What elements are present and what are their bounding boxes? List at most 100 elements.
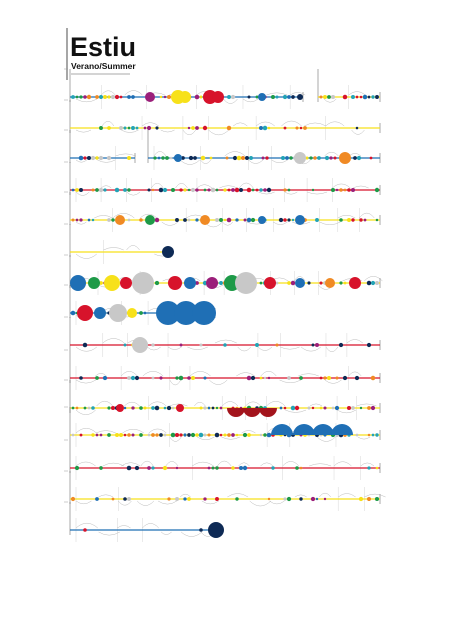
arc bbox=[75, 461, 96, 467]
dot bbox=[339, 281, 343, 285]
dot bbox=[245, 156, 249, 160]
dot bbox=[287, 95, 291, 99]
dot bbox=[147, 188, 151, 192]
dot bbox=[309, 156, 313, 160]
dot bbox=[143, 126, 147, 130]
dot bbox=[215, 466, 219, 470]
dot bbox=[151, 376, 155, 380]
dot bbox=[223, 218, 227, 222]
dot bbox=[227, 95, 231, 99]
dot bbox=[95, 376, 99, 380]
dot bbox=[355, 126, 359, 130]
dot bbox=[194, 94, 200, 100]
dot bbox=[83, 406, 87, 410]
dot bbox=[283, 188, 287, 192]
dot bbox=[87, 218, 91, 222]
arc bbox=[364, 493, 386, 498]
arc bbox=[75, 98, 98, 103]
arc bbox=[333, 461, 352, 467]
big-dot bbox=[174, 301, 198, 325]
arc bbox=[148, 428, 167, 434]
dot bbox=[247, 95, 251, 99]
arc bbox=[75, 129, 92, 133]
dot bbox=[374, 496, 380, 502]
arc bbox=[160, 129, 175, 133]
arc bbox=[266, 92, 288, 96]
dot bbox=[71, 218, 75, 222]
dot bbox=[158, 187, 164, 193]
dot bbox=[291, 218, 295, 222]
dot bbox=[261, 156, 265, 160]
arc bbox=[102, 338, 125, 344]
arc bbox=[323, 98, 337, 103]
dot bbox=[338, 342, 344, 348]
dot bbox=[317, 156, 321, 160]
dot bbox=[139, 218, 143, 222]
dot bbox=[334, 405, 340, 411]
big-dot bbox=[115, 215, 125, 225]
dot bbox=[366, 342, 372, 348]
arc bbox=[237, 346, 251, 352]
dot bbox=[375, 433, 379, 437]
dot bbox=[87, 406, 91, 410]
dot bbox=[90, 155, 96, 161]
dot bbox=[246, 375, 252, 381]
dot bbox=[83, 95, 87, 99]
big-dot bbox=[258, 93, 266, 101]
dot bbox=[91, 218, 95, 222]
dot bbox=[210, 187, 216, 193]
dot bbox=[255, 188, 259, 192]
arc bbox=[316, 436, 336, 442]
dot bbox=[159, 95, 163, 99]
dot bbox=[207, 466, 211, 470]
dot bbox=[311, 343, 315, 347]
big-dot bbox=[339, 152, 351, 164]
dot bbox=[295, 126, 299, 130]
arc bbox=[246, 221, 267, 225]
arc bbox=[307, 191, 328, 195]
dot bbox=[131, 126, 135, 130]
dot bbox=[287, 281, 291, 285]
dot bbox=[170, 432, 176, 438]
dot bbox=[199, 528, 203, 532]
arc bbox=[167, 346, 182, 350]
dot bbox=[240, 155, 246, 161]
dot bbox=[267, 376, 271, 380]
arc bbox=[151, 183, 164, 189]
dot bbox=[200, 155, 206, 161]
dot bbox=[127, 95, 131, 99]
dot bbox=[311, 406, 315, 410]
dot bbox=[282, 94, 288, 100]
dot bbox=[230, 94, 236, 100]
dot bbox=[236, 155, 242, 161]
dot bbox=[98, 155, 104, 161]
dot bbox=[134, 465, 140, 471]
dot bbox=[359, 95, 363, 99]
dot bbox=[246, 217, 252, 223]
dot bbox=[362, 94, 368, 100]
dot bbox=[242, 432, 248, 438]
dot bbox=[375, 466, 379, 470]
dot bbox=[280, 155, 286, 161]
dot bbox=[203, 433, 207, 437]
dot bbox=[319, 376, 323, 380]
arc bbox=[245, 401, 261, 407]
dot bbox=[231, 433, 235, 437]
dot bbox=[70, 310, 76, 316]
arc bbox=[126, 191, 141, 196]
arc bbox=[236, 372, 255, 377]
dot bbox=[259, 376, 263, 380]
dot bbox=[283, 126, 287, 130]
dot bbox=[255, 95, 259, 99]
arc bbox=[223, 98, 238, 104]
arc bbox=[175, 183, 188, 189]
dot bbox=[326, 375, 332, 381]
arc bbox=[279, 379, 302, 383]
dot bbox=[103, 95, 107, 99]
arc bbox=[304, 122, 327, 127]
dot bbox=[123, 188, 127, 192]
dot bbox=[319, 95, 323, 99]
dot bbox=[366, 496, 372, 502]
dot bbox=[287, 376, 291, 380]
dot bbox=[110, 94, 116, 100]
